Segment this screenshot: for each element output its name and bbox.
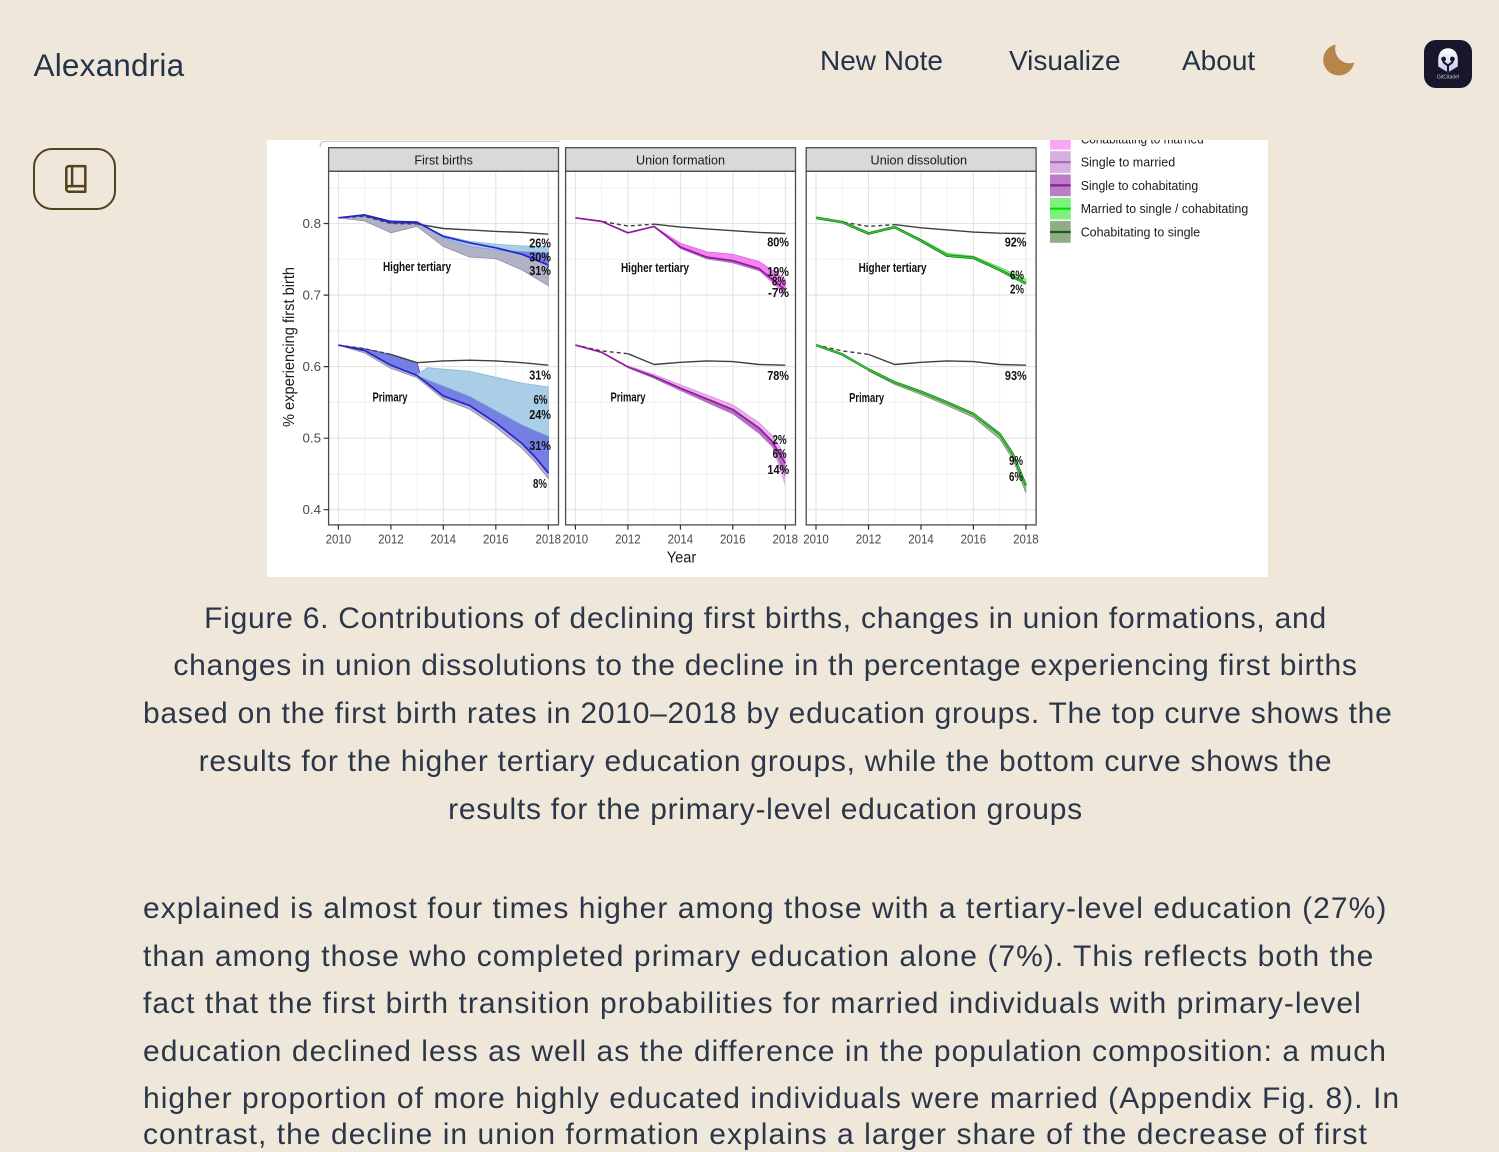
svg-text:2016: 2016 bbox=[961, 532, 987, 547]
svg-text:0.5: 0.5 bbox=[303, 431, 322, 446]
svg-text:First births: First births bbox=[414, 152, 473, 167]
svg-text:24%: 24% bbox=[529, 407, 551, 422]
svg-text:2014: 2014 bbox=[668, 532, 694, 547]
svg-text:Single to married: Single to married bbox=[1081, 155, 1176, 170]
svg-text:2012: 2012 bbox=[615, 532, 641, 547]
svg-text:6%: 6% bbox=[1009, 469, 1023, 484]
svg-text:Union dissolution: Union dissolution bbox=[871, 152, 968, 167]
svg-text:31%: 31% bbox=[529, 263, 551, 278]
svg-text:9%: 9% bbox=[1009, 453, 1023, 468]
svg-text:8%: 8% bbox=[772, 274, 786, 289]
svg-text:0.4: 0.4 bbox=[303, 502, 322, 517]
svg-text:2%: 2% bbox=[1010, 282, 1024, 297]
svg-text:Cohabitating to married: Cohabitating to married bbox=[1081, 140, 1204, 146]
svg-text:Primary: Primary bbox=[373, 391, 408, 405]
svg-text:19%: 19% bbox=[767, 264, 789, 279]
svg-text:14%: 14% bbox=[767, 462, 789, 477]
svg-text:80%: 80% bbox=[767, 235, 789, 250]
svg-text:Higher tertiary: Higher tertiary bbox=[383, 260, 451, 274]
svg-text:-7%: -7% bbox=[768, 285, 789, 300]
svg-text:2016: 2016 bbox=[720, 532, 746, 547]
svg-text:31%: 31% bbox=[529, 438, 551, 453]
svg-text:Higher tertiary: Higher tertiary bbox=[859, 261, 927, 275]
svg-text:Year: Year bbox=[667, 550, 697, 567]
svg-text:6%: 6% bbox=[534, 392, 548, 407]
svg-text:26%: 26% bbox=[529, 236, 551, 251]
svg-text:2014: 2014 bbox=[908, 532, 934, 547]
svg-text:0.8: 0.8 bbox=[303, 216, 322, 231]
svg-text:GitCitadel: GitCitadel bbox=[1437, 75, 1459, 81]
svg-text:Higher tertiary: Higher tertiary bbox=[621, 261, 689, 275]
svg-text:2010: 2010 bbox=[803, 532, 829, 547]
svg-text:6%: 6% bbox=[1010, 267, 1024, 282]
svg-text:Cohabitating to single: Cohabitating to single bbox=[1081, 225, 1201, 240]
svg-text:Primary: Primary bbox=[611, 391, 646, 405]
svg-text:93%: 93% bbox=[1005, 368, 1027, 383]
svg-text:0.6: 0.6 bbox=[303, 359, 322, 374]
svg-text:2014: 2014 bbox=[431, 532, 457, 547]
svg-text:2010: 2010 bbox=[326, 532, 352, 547]
svg-text:% experiencing first birth: % experiencing first birth bbox=[281, 267, 298, 427]
svg-text:Married to single / cohabitati: Married to single / cohabitating bbox=[1081, 201, 1249, 216]
svg-text:30%: 30% bbox=[529, 250, 551, 265]
svg-text:2012: 2012 bbox=[378, 532, 404, 547]
svg-text:Primary: Primary bbox=[849, 391, 884, 405]
svg-text:2018: 2018 bbox=[536, 532, 562, 547]
svg-text:2018: 2018 bbox=[1013, 532, 1039, 547]
svg-text:Single to cohabitating: Single to cohabitating bbox=[1081, 178, 1199, 193]
svg-text:2016: 2016 bbox=[483, 532, 509, 547]
svg-text:2018: 2018 bbox=[773, 532, 799, 547]
svg-text:6%: 6% bbox=[773, 446, 787, 461]
svg-text:0.7: 0.7 bbox=[303, 288, 322, 303]
svg-text:31%: 31% bbox=[529, 368, 551, 383]
svg-text:2012: 2012 bbox=[856, 532, 882, 547]
svg-text:92%: 92% bbox=[1005, 235, 1027, 250]
svg-text:78%: 78% bbox=[767, 368, 789, 383]
svg-text:2%: 2% bbox=[773, 432, 787, 447]
svg-text:8%: 8% bbox=[533, 476, 547, 491]
svg-text:2010: 2010 bbox=[563, 532, 589, 547]
svg-text:Union formation: Union formation bbox=[636, 152, 725, 167]
